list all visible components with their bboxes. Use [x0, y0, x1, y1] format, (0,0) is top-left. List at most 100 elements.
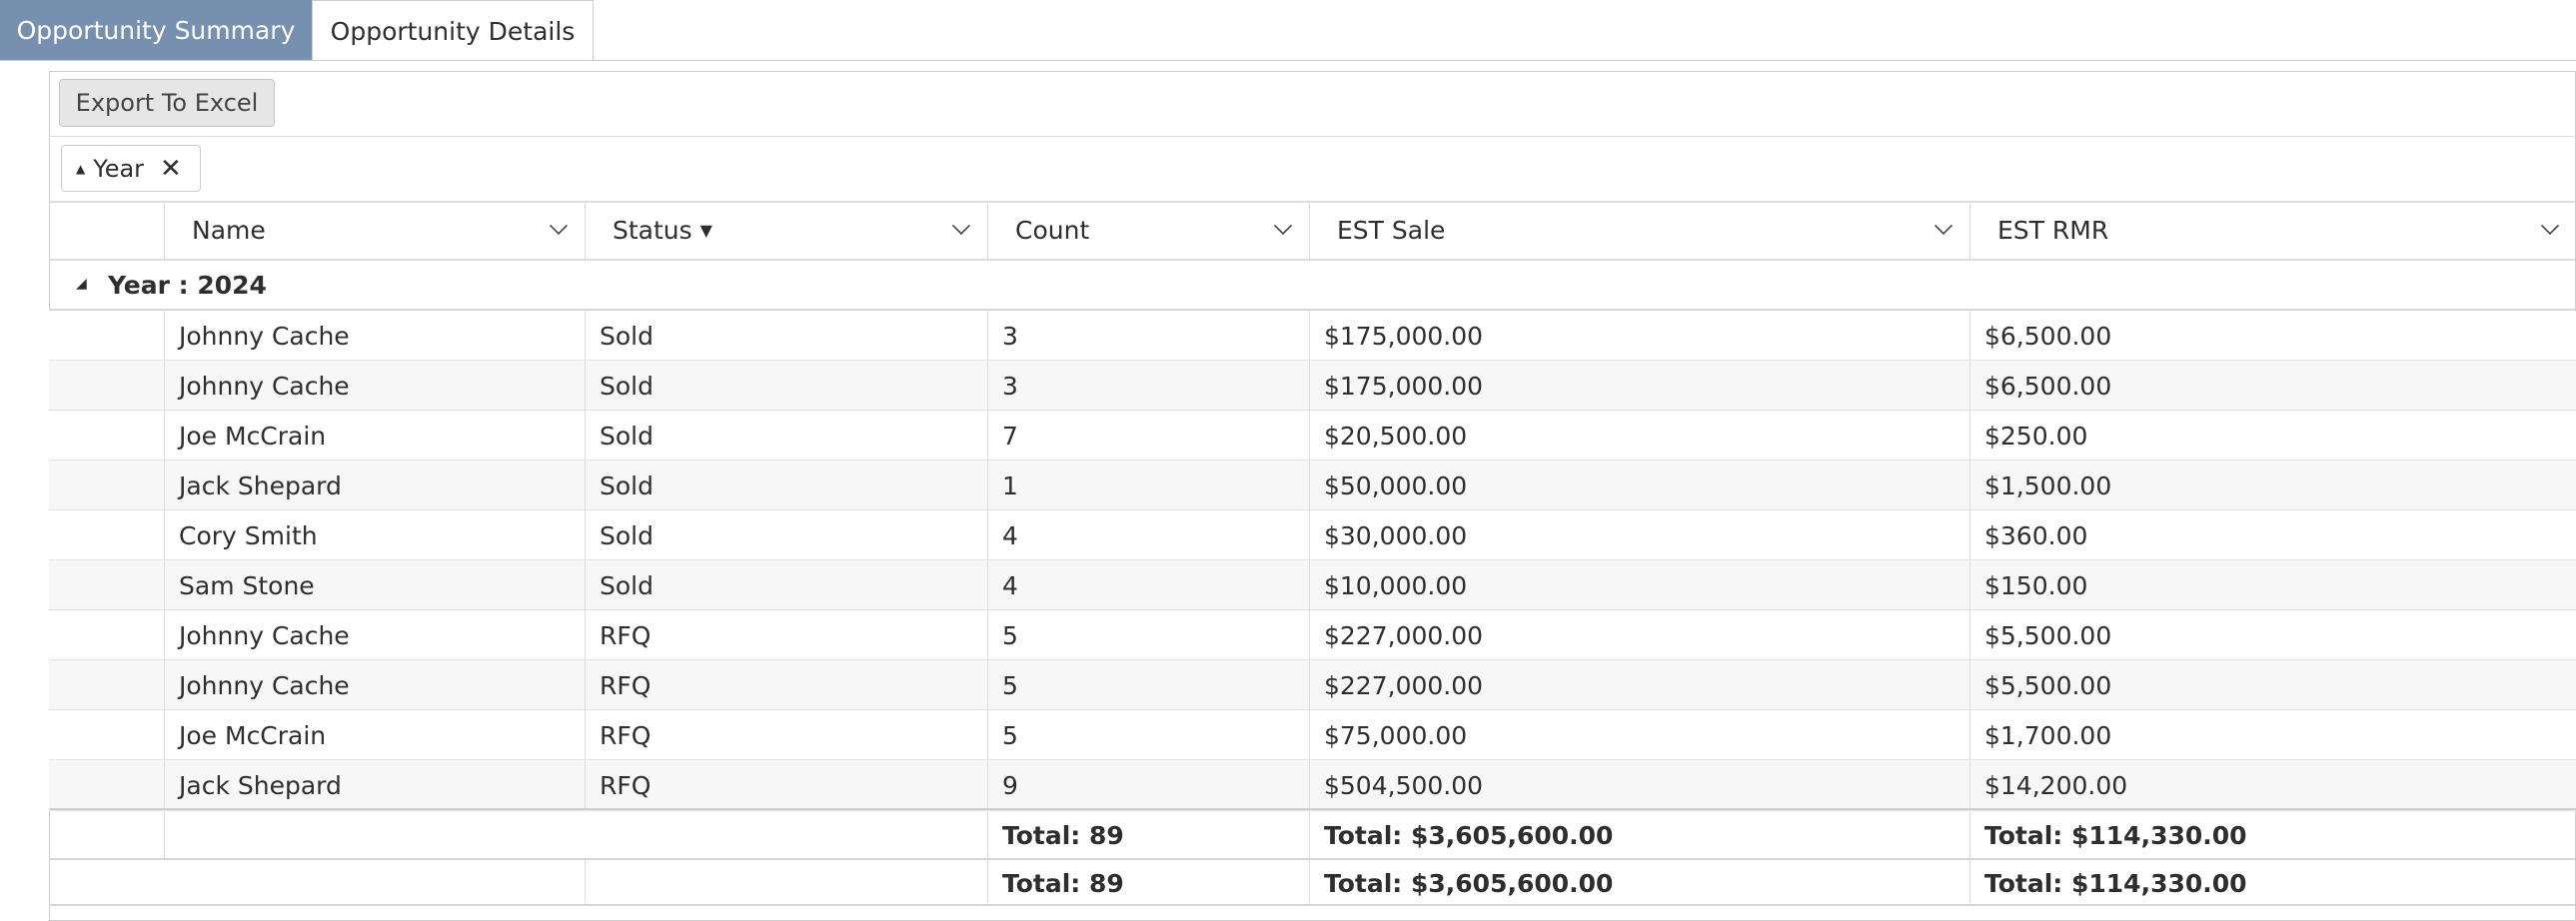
table-cell: Sold — [585, 510, 987, 560]
table-row — [49, 710, 2576, 760]
table-cell: $75,000.00 — [1309, 710, 1969, 760]
table-row — [49, 460, 2576, 510]
tab-underline — [0, 60, 2576, 61]
table-cell: $20,500.00 — [1309, 411, 1969, 460]
table-cell: Johnny Cache — [164, 610, 585, 660]
column-border — [1309, 201, 1310, 260]
column-title: EST RMR — [1997, 216, 2109, 245]
table-row — [49, 760, 2576, 810]
table-cell: RFQ — [585, 710, 987, 760]
table-cell: RFQ — [585, 610, 987, 660]
table-cell: 4 — [987, 560, 1309, 610]
table-cell: $1,500.00 — [1969, 460, 2576, 510]
table-cell: 5 — [987, 710, 1309, 760]
table-cell: Johnny Cache — [164, 660, 585, 710]
table-cell: Sold — [585, 560, 987, 610]
table-cell: $1,700.00 — [1969, 710, 2576, 760]
divider — [49, 136, 2576, 137]
tab[interactable]: Opportunity Details — [312, 0, 594, 61]
table-cell: Johnny Cache — [164, 361, 585, 411]
table-cell: RFQ — [585, 760, 987, 810]
table-cell: Jack Shepard — [164, 760, 585, 810]
table-cell: Sold — [585, 361, 987, 411]
total-cell: Total: 89 — [987, 810, 1309, 860]
table-cell: $6,500.00 — [1969, 311, 2576, 361]
chip-label: Year — [93, 154, 145, 183]
table-cell: $150.00 — [1969, 560, 2576, 610]
column-border — [1969, 201, 1970, 260]
column-title: EST Sale — [1337, 216, 1446, 245]
table-cell: $504,500.00 — [1309, 760, 1969, 810]
table-row — [49, 311, 2576, 361]
table-cell: 1 — [987, 460, 1309, 510]
table-cell: $175,000.00 — [1309, 361, 1969, 411]
table-cell: $227,000.00 — [1309, 610, 1969, 660]
column-border — [585, 201, 586, 260]
table-cell: Johnny Cache — [164, 311, 585, 361]
row-border — [49, 809, 2576, 811]
table-cell: Sam Stone — [164, 560, 585, 610]
column-title: Status — [613, 216, 692, 245]
table-cell: Sold — [585, 411, 987, 460]
table-row — [49, 560, 2576, 610]
column-header[interactable]: EST Sale — [1309, 201, 1969, 260]
table-cell: $360.00 — [1969, 510, 2576, 560]
column-header[interactable]: EST RMR — [1969, 201, 2576, 260]
table-cell: 3 — [987, 311, 1309, 361]
column-title: Count — [1015, 216, 1090, 245]
column-header[interactable]: Status ▼ — [585, 201, 987, 260]
column-border — [164, 201, 165, 260]
total-cell: Total: $3,605,600.00 — [1309, 810, 1969, 860]
table-cell: 4 — [987, 510, 1309, 560]
table-cell: RFQ — [585, 660, 987, 710]
table-row — [49, 361, 2576, 411]
row-border — [49, 309, 2576, 311]
table-row — [49, 411, 2576, 460]
table-cell: 3 — [987, 361, 1309, 411]
table-cell: Joe McCrain — [164, 411, 585, 460]
table-cell: $175,000.00 — [1309, 311, 1969, 361]
table-cell: Sold — [585, 311, 987, 361]
export-button[interactable]: Export To Excel — [59, 79, 275, 127]
column-header[interactable]: Count — [987, 201, 1309, 260]
group-label: Year : 2024 — [108, 271, 267, 300]
column-title: Name — [192, 216, 266, 245]
table-cell: $14,200.00 — [1969, 760, 2576, 810]
table-row — [49, 610, 2576, 660]
row-border — [49, 858, 2576, 860]
row-border — [49, 259, 2576, 261]
row-border — [49, 904, 2576, 906]
column-border — [585, 860, 586, 906]
table-cell: Joe McCrain — [164, 710, 585, 760]
table-cell: Jack Shepard — [164, 460, 585, 510]
table-cell: Sold — [585, 460, 987, 510]
total-cell: Total: 89 — [987, 860, 1309, 906]
sort-icon: ▼ — [699, 221, 712, 240]
table-cell: $6,500.00 — [1969, 361, 2576, 411]
table-cell: 7 — [987, 411, 1309, 460]
row-border — [49, 201, 2576, 203]
group-toggle[interactable]: ◢ — [76, 276, 87, 292]
column-header[interactable]: Name — [164, 201, 585, 260]
total-cell: Total: $114,330.00 — [1969, 810, 2576, 860]
column-border — [987, 201, 988, 260]
table-cell: Cory Smith — [164, 510, 585, 560]
table-cell: $227,000.00 — [1309, 660, 1969, 710]
group-chip[interactable]: ▲ Year ✕ — [61, 145, 201, 192]
table-cell: $250.00 — [1969, 411, 2576, 460]
table-cell: 9 — [987, 760, 1309, 810]
table-cell: $5,500.00 — [1969, 660, 2576, 710]
table-cell: 5 — [987, 660, 1309, 710]
row-border — [49, 808, 2576, 810]
total-cell: Total: $114,330.00 — [1969, 860, 2576, 906]
table-row — [49, 660, 2576, 710]
column-border — [164, 810, 165, 860]
table-cell: $5,500.00 — [1969, 610, 2576, 660]
total-cell: Total: $3,605,600.00 — [1309, 860, 1969, 906]
tab-active[interactable]: Opportunity Summary — [0, 0, 312, 61]
table-cell: $30,000.00 — [1309, 510, 1969, 560]
table-cell: 5 — [987, 610, 1309, 660]
table-cell: $10,000.00 — [1309, 560, 1969, 610]
